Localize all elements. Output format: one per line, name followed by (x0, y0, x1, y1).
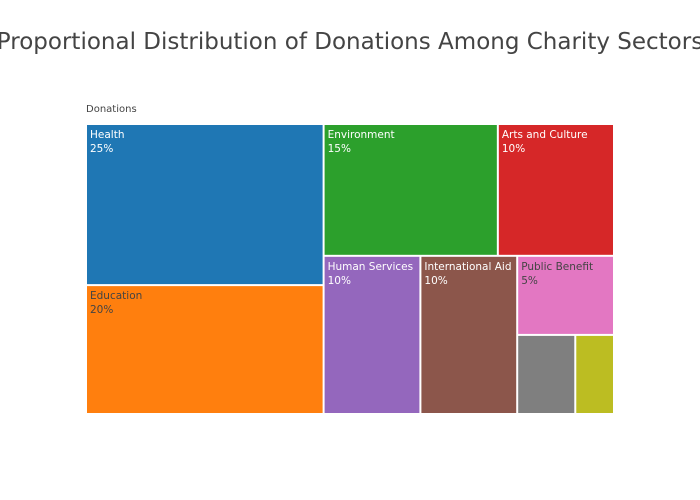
tile-value-international-aid: 10% (424, 275, 447, 287)
tile-label-human-services: Human Services (328, 261, 413, 273)
tile-rect-environment[interactable] (324, 125, 497, 255)
tile-label-arts-and-culture: Arts and Culture (502, 129, 588, 141)
tile-rect-unlabeled-7[interactable] (518, 335, 575, 413)
tile-label-environment: Environment (328, 129, 395, 141)
tile-unlabeled-8[interactable] (576, 335, 613, 413)
tile-rect-public-benefit[interactable] (518, 256, 613, 334)
tile-value-public-benefit: 5% (521, 275, 538, 287)
tile-public-benefit[interactable]: Public Benefit 5% (518, 256, 613, 334)
tile-international-aid[interactable]: International Aid 10% (421, 256, 517, 413)
tile-education[interactable]: Education 20% (87, 286, 323, 413)
tile-rect-unlabeled-8[interactable] (576, 335, 613, 413)
tile-label-international-aid: International Aid (424, 261, 511, 273)
tile-arts-and-culture[interactable]: Arts and Culture 10% (498, 125, 613, 255)
tile-health[interactable]: Health 25% (87, 125, 323, 285)
tile-label-education: Education (90, 290, 142, 302)
tile-rect-international-aid[interactable] (421, 256, 517, 413)
tile-value-human-services: 10% (328, 275, 351, 287)
tile-rect-arts-and-culture[interactable] (498, 125, 613, 255)
tile-value-environment: 15% (328, 143, 351, 155)
tile-rect-education[interactable] (87, 286, 323, 413)
tile-rect-health[interactable] (87, 125, 323, 285)
chart-title: Proportional Distribution of Donations A… (0, 29, 700, 55)
tile-rect-human-services[interactable] (324, 256, 420, 413)
tile-label-public-benefit: Public Benefit (521, 261, 593, 273)
tile-unlabeled-7[interactable] (518, 335, 575, 413)
treemap-root-label[interactable]: Donations (86, 104, 137, 115)
tile-label-health: Health (90, 129, 124, 141)
tile-human-services[interactable]: Human Services 10% (324, 256, 420, 413)
tile-value-education: 20% (90, 304, 113, 316)
tile-environment[interactable]: Environment 15% (324, 125, 497, 255)
tile-value-health: 25% (90, 143, 113, 155)
tile-value-arts-and-culture: 10% (502, 143, 525, 155)
